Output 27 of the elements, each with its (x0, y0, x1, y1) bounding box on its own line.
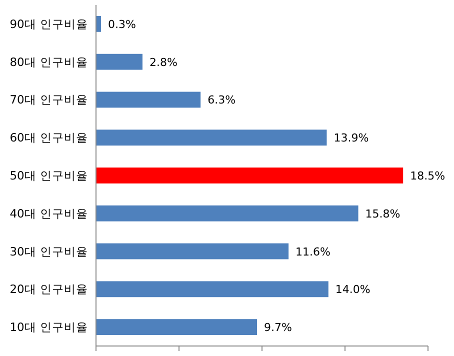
data-label: 2.8% (149, 56, 178, 69)
y-tick-label: 40대 인구비율 (10, 206, 88, 220)
bar (96, 54, 142, 70)
data-label: 11.6% (296, 245, 331, 258)
y-tick-label: 30대 인구비율 (10, 244, 88, 258)
data-label: 18.5% (410, 170, 446, 182)
y-tick-label: 70대 인구비율 (10, 92, 88, 107)
bar (96, 16, 101, 32)
y-tick-label: 10대 인구비율 (10, 320, 88, 334)
y-tick-label: 80대 인구비율 (10, 54, 88, 69)
data-label: 6.3% (208, 94, 236, 107)
bar (96, 92, 201, 108)
bar (96, 243, 289, 260)
y-tick-label: 60대 인구비율 (10, 130, 88, 145)
data-label: 0.3% (108, 18, 136, 31)
data-label: 14.0% (335, 283, 370, 296)
y-tick-label: 50대 인구비율 (10, 168, 88, 182)
data-label: 9.7% (264, 321, 292, 334)
y-tick-label: 20대 인구비율 (10, 282, 88, 296)
bar (96, 168, 404, 184)
data-label: 13.9% (334, 132, 369, 145)
bar (96, 205, 358, 222)
bar (96, 130, 327, 146)
bar (96, 281, 328, 298)
bar (96, 319, 258, 336)
data-label: 15.8% (365, 207, 400, 220)
y-tick-label: 90대 인구비율 (10, 16, 88, 31)
